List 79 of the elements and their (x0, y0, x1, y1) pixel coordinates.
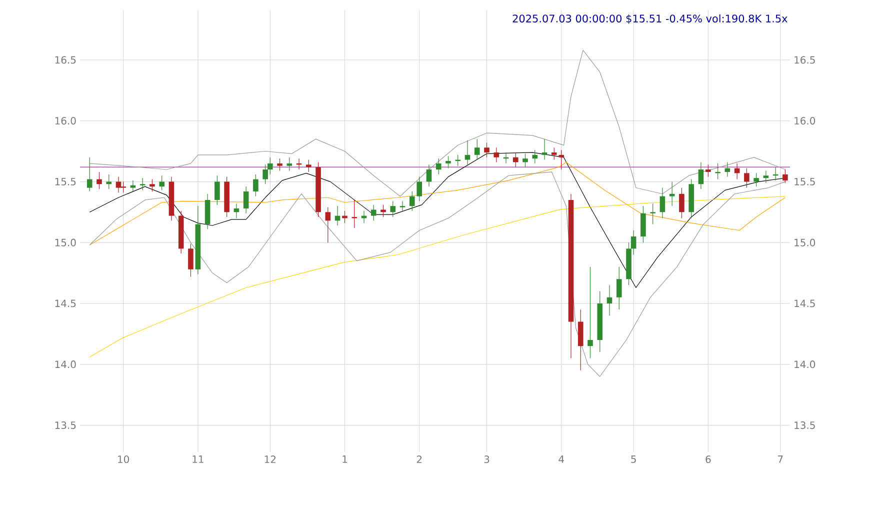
line-series (89, 172, 786, 377)
x-tick-label: 4 (558, 456, 564, 463)
candlestick (542, 138, 548, 160)
candlestick (277, 158, 282, 172)
candlestick (464, 140, 470, 165)
y2-tick-label: 16.5 (794, 56, 815, 64)
y2-tick-label: 16.0 (794, 117, 816, 125)
x-tick-label: 12 (264, 456, 276, 463)
candlestick (446, 156, 451, 169)
candlestick (698, 162, 704, 190)
candlestick (234, 203, 240, 219)
chart-title: 2025.07.03 00:00:00 $15.51 -0.45% vol:190.8K 1.5x (512, 14, 788, 24)
x-tick-label: 10 (118, 456, 130, 464)
x-tick-label: 6 (706, 456, 711, 464)
candlestick (130, 180, 136, 192)
candlestick (660, 187, 666, 219)
candlestick (706, 164, 711, 178)
y2-tick-label: 14.5 (794, 300, 815, 308)
candlestick (416, 176, 422, 202)
x-tick-label: 3 (484, 456, 490, 464)
y-tick-label: 14.5 (55, 300, 76, 308)
candlestick (286, 157, 292, 172)
candlestick (159, 175, 164, 191)
candlestick (640, 206, 646, 243)
candlestick (754, 172, 759, 187)
candlestick (436, 158, 442, 175)
candlestick (532, 150, 538, 164)
candlestick (106, 174, 112, 190)
y-tick-label: 13.5 (55, 421, 76, 429)
y2-tick-label: 15.0 (794, 238, 816, 246)
x-tick-label: 2 (416, 456, 422, 463)
y2-tick-label: 14.0 (794, 360, 816, 368)
candlestick (588, 266, 593, 359)
candlestick (782, 169, 788, 184)
candlestick (390, 200, 396, 218)
candlestick (484, 142, 490, 158)
y-tick-label: 16.0 (55, 117, 76, 125)
candlestick (474, 138, 480, 160)
candlestick (214, 175, 220, 206)
candlestick (243, 186, 249, 214)
x-tick-label: 1 (342, 456, 348, 463)
candlestick (426, 164, 432, 187)
x-tick-label: 11 (192, 456, 204, 463)
y2-tick-label: 13.5 (794, 421, 815, 429)
y-tick-label: 15.5 (55, 178, 76, 186)
candlestick (494, 147, 500, 162)
candlestick (380, 204, 386, 218)
candlestick (763, 170, 769, 184)
y-tick-label: 15.0 (55, 238, 76, 246)
candlestick (669, 181, 675, 206)
candlestick (400, 200, 406, 212)
candlestick (522, 153, 528, 168)
y-tick-label: 16.5 (55, 56, 76, 64)
candlestick (650, 203, 656, 225)
candlestick (306, 159, 312, 172)
candlestick (512, 152, 518, 168)
y2-tick-label: 15.5 (794, 178, 815, 186)
line-series (89, 50, 786, 197)
candlestick (616, 266, 622, 310)
candlestick (679, 187, 684, 219)
candlestick (188, 243, 194, 277)
candlestick (606, 284, 612, 316)
candlestick (86, 157, 92, 192)
candlestick (409, 191, 415, 212)
candlestick (150, 178, 155, 192)
candlestick (140, 178, 146, 191)
line-series (89, 196, 786, 358)
candlestick (724, 162, 730, 178)
candlestick (551, 147, 557, 160)
candlestick (744, 168, 750, 188)
candlestick (370, 204, 376, 221)
candlestick (325, 206, 331, 243)
candlestick (558, 150, 564, 170)
x-tick-label: 5 (631, 456, 636, 463)
y-tick-label: 14.0 (55, 360, 76, 368)
candlestick (253, 174, 258, 197)
x-tick-label: 7 (778, 456, 783, 463)
line-series (89, 162, 786, 246)
candlestick (96, 172, 102, 190)
